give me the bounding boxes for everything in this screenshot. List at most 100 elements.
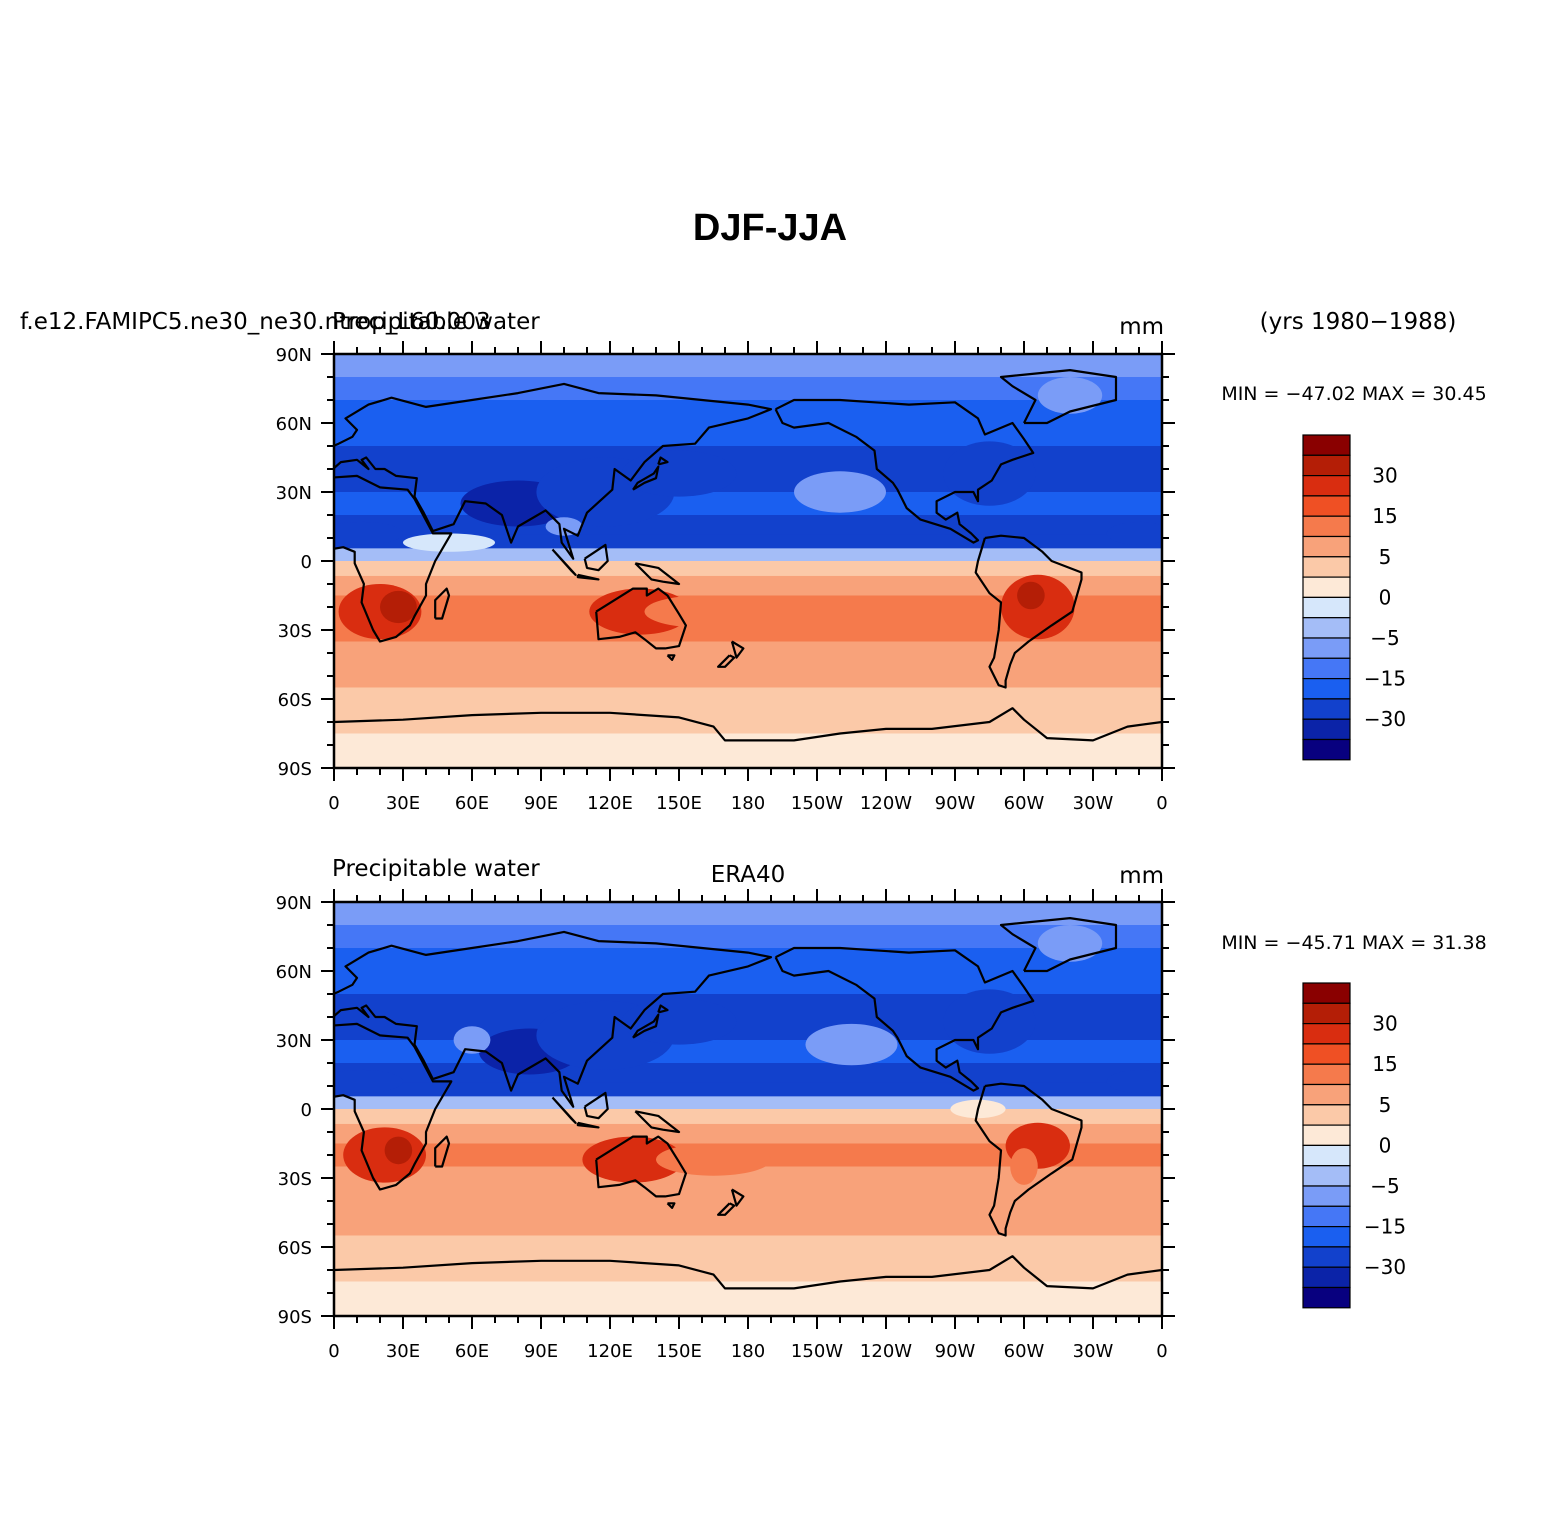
x-tick-label: 30W <box>1073 1341 1114 1362</box>
zonal-band <box>334 1258 1162 1282</box>
coastline <box>634 562 681 586</box>
zonal-band <box>334 710 1162 734</box>
coastline <box>666 1202 676 1209</box>
zonal-band <box>334 423 1162 447</box>
coastline <box>583 1091 609 1120</box>
colorbar-label: −30 <box>1364 1255 1406 1279</box>
x-tick-label: 120E <box>587 1341 633 1362</box>
panel-variable-label: Precipitable water <box>332 309 540 335</box>
field-blob <box>403 533 495 552</box>
field-blob <box>1106 1069 1162 1093</box>
y-tick-label: 60S <box>278 690 312 711</box>
colorbar-box <box>1302 596 1351 619</box>
colorbar-box <box>1302 657 1351 680</box>
period-label: (yrs 1980−1988) <box>1260 309 1457 335</box>
coastline <box>632 465 660 491</box>
coastline <box>974 534 1083 689</box>
coastline <box>717 1202 736 1216</box>
colorbar-box <box>1302 1246 1351 1268</box>
axes: 0 30E 60E 90E 120E 150E 180 150W 120W 90W 60W 30W 09… <box>276 341 1175 814</box>
coastline <box>774 946 1035 1092</box>
colorbar-box <box>1302 718 1351 741</box>
zonal-band <box>334 1189 1162 1213</box>
colorbar-box <box>1302 475 1351 497</box>
colorbar-box <box>1302 982 1351 1004</box>
colorbar-box <box>1302 434 1351 456</box>
zonal-band <box>334 575 1162 596</box>
x-tick-label: 0 <box>328 1341 339 1362</box>
colorbar-box <box>1302 698 1351 720</box>
x-tick-label: 0 <box>1156 793 1167 814</box>
x-tick-label: 60W <box>1004 793 1045 814</box>
colorbar-box <box>1302 1266 1351 1289</box>
y-tick-label: 90S <box>278 759 312 780</box>
colorbar-box <box>1302 495 1351 517</box>
field-blob <box>1017 581 1045 610</box>
field-blob <box>805 1023 898 1066</box>
x-tick-label: 150E <box>656 1341 702 1362</box>
x-tick-label: 180 <box>731 793 765 814</box>
field-blob <box>621 450 737 497</box>
zonal-bands <box>334 354 1162 768</box>
panel-units: mm <box>1119 314 1164 340</box>
zonal-band <box>334 446 1162 470</box>
x-tick-label: 150E <box>656 793 702 814</box>
panel-left-label: Precipitable water <box>332 856 540 882</box>
colorbar-label: 30 <box>1372 1012 1397 1036</box>
x-tick-label: 90E <box>524 793 558 814</box>
coastline <box>974 1082 1083 1237</box>
coastline <box>999 369 1118 425</box>
coastline <box>334 1022 453 1191</box>
field-blob <box>621 998 737 1045</box>
field-features <box>334 925 1162 1185</box>
colorbar-label: 5 <box>1379 1093 1392 1117</box>
coastline <box>583 543 609 572</box>
field-blob <box>1106 521 1162 545</box>
x-tick-label: 60E <box>455 1341 489 1362</box>
zonal-band <box>334 1063 1162 1084</box>
zonal-band <box>334 687 1162 711</box>
panel-model: f.e12.FAMIPC5.ne30_ne30.ntrop_L60.003 Pr… <box>20 309 1487 814</box>
x-tick-label: 90E <box>524 1341 558 1362</box>
x-tick-label: 0 <box>1156 1341 1167 1362</box>
zonal-band <box>334 515 1162 536</box>
colorbar-box <box>1302 454 1351 477</box>
colorbar-label: 0 <box>1379 585 1392 609</box>
y-tick-label: 0 <box>301 552 312 573</box>
coastline <box>730 640 745 659</box>
colorbar-box <box>1302 515 1351 538</box>
y-tick-label: 30S <box>278 621 312 642</box>
y-tick-label: 0 <box>301 1100 312 1121</box>
zonal-band <box>334 994 1162 1018</box>
y-tick-label: 30N <box>276 1031 312 1052</box>
colorbar-box <box>1302 1083 1351 1106</box>
colorbar-label: −15 <box>1364 1215 1406 1239</box>
coastline <box>551 548 577 576</box>
colorbar-box <box>1302 1043 1351 1065</box>
colorbar-box <box>1302 535 1351 558</box>
y-tick-label: 90N <box>276 893 312 914</box>
zonal-band <box>334 400 1162 424</box>
y-tick-label: 30N <box>276 483 312 504</box>
field-blob <box>656 1143 771 1176</box>
coastline <box>666 654 676 661</box>
field-blob <box>453 1026 491 1054</box>
x-tick-label: 90W <box>935 1341 976 1362</box>
zonal-band <box>334 1166 1162 1190</box>
coastlines <box>334 369 1162 742</box>
plot-area <box>334 902 1162 1316</box>
colorbar-box <box>1302 637 1351 659</box>
x-tick-label: 150W <box>791 1341 843 1362</box>
coastline <box>434 1135 451 1168</box>
zonal-band <box>334 733 1162 768</box>
colorbar-label: 15 <box>1372 504 1397 528</box>
field-blob <box>943 989 1036 1054</box>
x-tick-label: 30E <box>386 793 420 814</box>
field-blob <box>794 471 886 513</box>
colorbar-box <box>1302 738 1351 761</box>
field-blob <box>1037 925 1103 962</box>
y-tick-label: 60N <box>276 414 312 435</box>
x-tick-label: 60E <box>455 793 489 814</box>
x-tick-label: 30W <box>1073 793 1114 814</box>
